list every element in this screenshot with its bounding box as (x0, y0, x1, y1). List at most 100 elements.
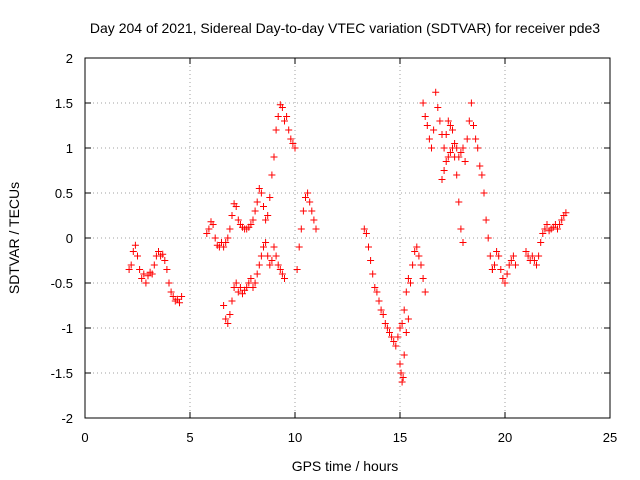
x-tick-label: 15 (393, 430, 407, 445)
data-point (400, 351, 408, 359)
data-point (232, 203, 240, 210)
y-tick-label: 1.5 (55, 96, 73, 111)
data-point (480, 189, 488, 197)
data-point (501, 279, 509, 287)
data-point (173, 295, 181, 303)
data-point (392, 342, 400, 350)
data-point (442, 131, 450, 138)
data-point (404, 275, 412, 282)
data-point (438, 176, 446, 183)
data-point (457, 225, 465, 233)
data-point (167, 288, 175, 296)
data-point (491, 261, 498, 269)
data-point (362, 230, 370, 237)
data-point (243, 284, 251, 291)
series-segment-5 (360, 225, 429, 350)
data-point (131, 241, 139, 249)
data-point (457, 149, 465, 156)
data-point (245, 279, 253, 287)
data-point (125, 266, 133, 273)
data-point (377, 306, 385, 314)
data-point (402, 329, 410, 336)
data-point (247, 275, 255, 282)
data-point (293, 266, 301, 273)
y-tick-label: 2 (66, 51, 73, 66)
data-point (365, 243, 372, 251)
data-point (554, 225, 561, 233)
data-point (495, 252, 503, 260)
data-point (398, 378, 406, 386)
y-tick-label: -2 (61, 411, 73, 426)
data-point (249, 284, 257, 291)
data-point (287, 135, 295, 143)
data-point (276, 266, 284, 273)
data-point (262, 216, 270, 224)
series-segment-3 (220, 239, 288, 327)
series-segment-2 (203, 101, 299, 251)
data-point (505, 261, 513, 269)
data-point (312, 225, 320, 233)
data-point (533, 261, 540, 269)
data-points (125, 88, 570, 386)
data-point (522, 248, 530, 255)
data-point (281, 275, 288, 282)
data-point (465, 117, 473, 125)
data-point (285, 126, 293, 134)
x-tick-label: 10 (288, 430, 302, 445)
y-tick-label: 1 (66, 141, 73, 156)
data-point (444, 153, 452, 161)
x-tick-label: 20 (498, 430, 512, 445)
y-tick-label: -1.5 (51, 366, 73, 381)
data-point (390, 338, 398, 345)
series-segment-4 (293, 189, 320, 273)
grid (85, 58, 610, 418)
data-point (247, 221, 255, 228)
data-point (257, 252, 265, 260)
data-point (484, 234, 492, 242)
data-point (472, 135, 480, 143)
data-point (537, 239, 545, 246)
data-point (163, 266, 171, 273)
data-point (260, 203, 267, 210)
data-point (255, 185, 263, 192)
data-point (440, 167, 448, 174)
data-point (493, 248, 501, 255)
data-point (394, 333, 402, 341)
data-point (436, 117, 444, 125)
data-point (176, 299, 183, 307)
data-point (253, 270, 261, 278)
data-point (255, 261, 263, 269)
data-point (159, 250, 167, 258)
data-point (270, 153, 278, 161)
x-tick-label: 0 (81, 430, 88, 445)
data-point (453, 171, 461, 179)
data-point (266, 261, 274, 269)
x-tick-label: 5 (186, 430, 193, 445)
data-point (249, 216, 257, 224)
data-point (467, 99, 475, 107)
data-point (289, 140, 297, 147)
data-point (165, 279, 173, 287)
data-point (295, 243, 303, 251)
data-point (419, 275, 427, 282)
data-point (222, 315, 230, 323)
data-point (425, 135, 433, 143)
data-point (264, 252, 272, 260)
data-point (142, 279, 150, 287)
data-point (274, 113, 282, 120)
data-point (161, 257, 169, 264)
data-point (251, 279, 259, 287)
y-tick-label: -0.5 (51, 276, 73, 291)
data-point (415, 252, 423, 260)
data-point (367, 257, 375, 264)
data-point (297, 225, 305, 233)
data-point (205, 225, 213, 233)
data-point (220, 302, 228, 309)
data-point (482, 216, 490, 224)
data-point (148, 270, 156, 278)
chart-title: Day 204 of 2021, Sidereal Day-to-day VTE… (90, 20, 600, 36)
data-point (178, 293, 186, 300)
data-point (556, 221, 564, 228)
data-point (375, 297, 383, 305)
data-point (449, 144, 456, 152)
